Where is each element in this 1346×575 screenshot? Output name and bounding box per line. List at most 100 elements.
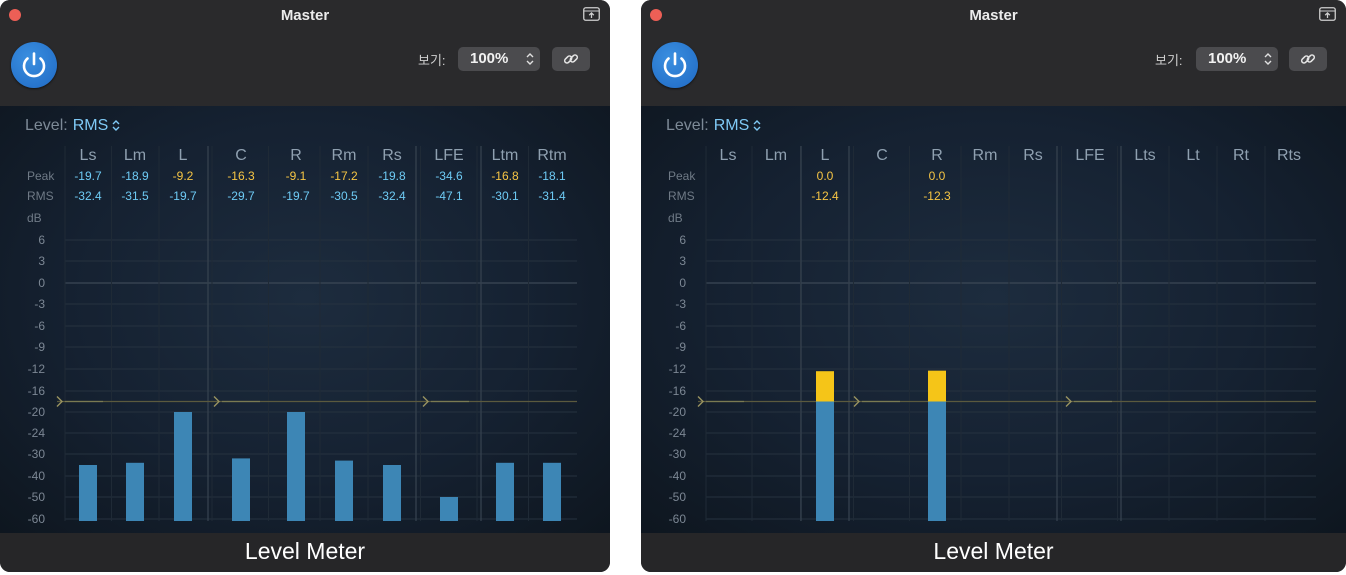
- channel-name: Rtm: [537, 147, 566, 164]
- rms-value: -12.3: [923, 189, 951, 203]
- zoom-select[interactable]: 100%: [1196, 47, 1278, 71]
- channel-name: L: [821, 147, 830, 164]
- level-bar-over: [928, 370, 946, 402]
- target-marker-icon: [697, 396, 704, 407]
- power-button[interactable]: [652, 42, 698, 88]
- rms-value: -31.5: [121, 189, 149, 203]
- db-scale-label: -16: [669, 384, 687, 398]
- link-button[interactable]: [1289, 47, 1327, 71]
- window-title: Master: [280, 7, 330, 24]
- meter-panel: Level: RMS 6 3 0 -3 -6 -9 -12 -16 -20 -24 -30 -40 -50…: [641, 106, 1346, 533]
- zoom-value: 100%: [1208, 50, 1247, 67]
- level-meter-chart: 6 3 0 -3 -6 -9 -12 -16 -20 -24 -30 -40 -50 -60 Peak RMS…: [27, 146, 577, 526]
- level-bar: [79, 465, 97, 521]
- row-label-peak: Peak: [668, 169, 696, 183]
- level-meter-chart: 6 3 0 -3 -6 -9 -12 -16 -20 -24 -30 -40 -50 -60 Peak RMS…: [668, 146, 1316, 526]
- peak-value: -17.2: [330, 169, 358, 183]
- channel-name: Ltm: [492, 147, 519, 164]
- level-selector[interactable]: Level: RMS: [25, 117, 120, 135]
- view-label: 보기:: [418, 53, 446, 68]
- window-title: Master: [969, 7, 1018, 24]
- level-bar: [928, 401, 946, 521]
- close-button[interactable]: [650, 9, 662, 21]
- peak-value: -16.8: [491, 169, 519, 183]
- db-scale-label: 6: [38, 233, 45, 247]
- chevron-updown-icon: [112, 120, 120, 131]
- db-scale-label: 6: [679, 233, 686, 247]
- level-bar: [335, 460, 353, 521]
- target-marker-icon: [853, 396, 860, 407]
- peak-value: -18.1: [538, 169, 566, 183]
- db-scale-label: -20: [28, 405, 46, 419]
- channel-name: Rt: [1233, 147, 1250, 164]
- rms-value: -12.4: [811, 189, 839, 203]
- rms-value: -19.7: [169, 189, 197, 203]
- channel-name: Rm: [332, 147, 357, 164]
- db-scale-label: -40: [28, 469, 46, 483]
- channel-name: Rs: [382, 147, 402, 164]
- level-bar: [383, 465, 401, 521]
- db-scale-label: 3: [679, 254, 686, 268]
- close-button[interactable]: [9, 9, 21, 21]
- footer: Level Meter: [0, 533, 610, 572]
- row-label-rms: RMS: [27, 189, 54, 203]
- channel-name: Lt: [1186, 147, 1200, 164]
- peak-value: 0.0: [929, 169, 946, 183]
- target-marker-icon: [213, 396, 220, 407]
- level-bar: [174, 412, 192, 521]
- channel-name: C: [876, 147, 888, 164]
- level-label: Level:: [25, 117, 68, 134]
- row-label-db: dB: [668, 211, 683, 225]
- level-mode-value: RMS: [713, 117, 750, 134]
- db-scale-label: -24: [28, 426, 46, 440]
- db-scale-label: -30: [28, 447, 46, 461]
- db-scale-label: -24: [669, 426, 687, 440]
- peak-value: -19.7: [74, 169, 102, 183]
- db-scale-label: -50: [669, 490, 687, 504]
- db-scale-label: -20: [669, 405, 687, 419]
- level-bar: [232, 458, 250, 521]
- footer: Level Meter: [641, 533, 1346, 572]
- peak-value: -18.9: [121, 169, 149, 183]
- channel-name: L: [179, 147, 188, 164]
- expand-icon[interactable]: [583, 7, 600, 21]
- rms-value: -30.5: [330, 189, 358, 203]
- db-scale-label: -16: [28, 384, 46, 398]
- titlebar: Master: [0, 0, 610, 30]
- db-scale-label: 0: [38, 276, 45, 290]
- peak-value: 0.0: [817, 169, 834, 183]
- level-label: Level:: [666, 117, 709, 134]
- channel-name: Rts: [1277, 147, 1301, 164]
- peak-value: -16.3: [227, 169, 255, 183]
- channel-name: Ls: [80, 147, 97, 164]
- expand-icon[interactable]: [1319, 7, 1336, 21]
- level-selector[interactable]: Level: RMS: [666, 117, 761, 135]
- level-bar: [543, 462, 561, 521]
- target-marker-icon: [56, 396, 63, 407]
- power-button[interactable]: [11, 42, 57, 88]
- channel-name: LFE: [434, 147, 463, 164]
- db-scale-label: -9: [675, 340, 686, 354]
- zoom-select[interactable]: 100%: [458, 47, 540, 71]
- level-bar: [287, 412, 305, 521]
- channel-name: LFE: [1075, 147, 1104, 164]
- channel-name: R: [290, 147, 302, 164]
- db-scale-label: -50: [28, 490, 46, 504]
- power-icon: [663, 52, 687, 78]
- link-button[interactable]: [552, 47, 590, 71]
- db-scale-label: -3: [34, 297, 45, 311]
- db-scale-label: -3: [675, 297, 686, 311]
- rms-value: -29.7: [227, 189, 255, 203]
- rms-value: -47.1: [435, 189, 463, 203]
- level-bar-over: [816, 371, 834, 402]
- db-scale-label: 0: [679, 276, 686, 290]
- level-bar: [816, 401, 834, 521]
- db-scale-label: -12: [669, 362, 687, 376]
- db-scale-label: -30: [669, 447, 687, 461]
- peak-value: -19.8: [378, 169, 406, 183]
- zoom-value: 100%: [470, 50, 509, 67]
- rms-value: -32.4: [378, 189, 406, 203]
- level-meter-window-2: Master 보기: 100% Level: RMS 6 3 0 -3 -6 -9 -12 -1…: [641, 0, 1346, 572]
- target-marker-icon: [1065, 396, 1072, 407]
- db-scale-label: -60: [28, 512, 46, 526]
